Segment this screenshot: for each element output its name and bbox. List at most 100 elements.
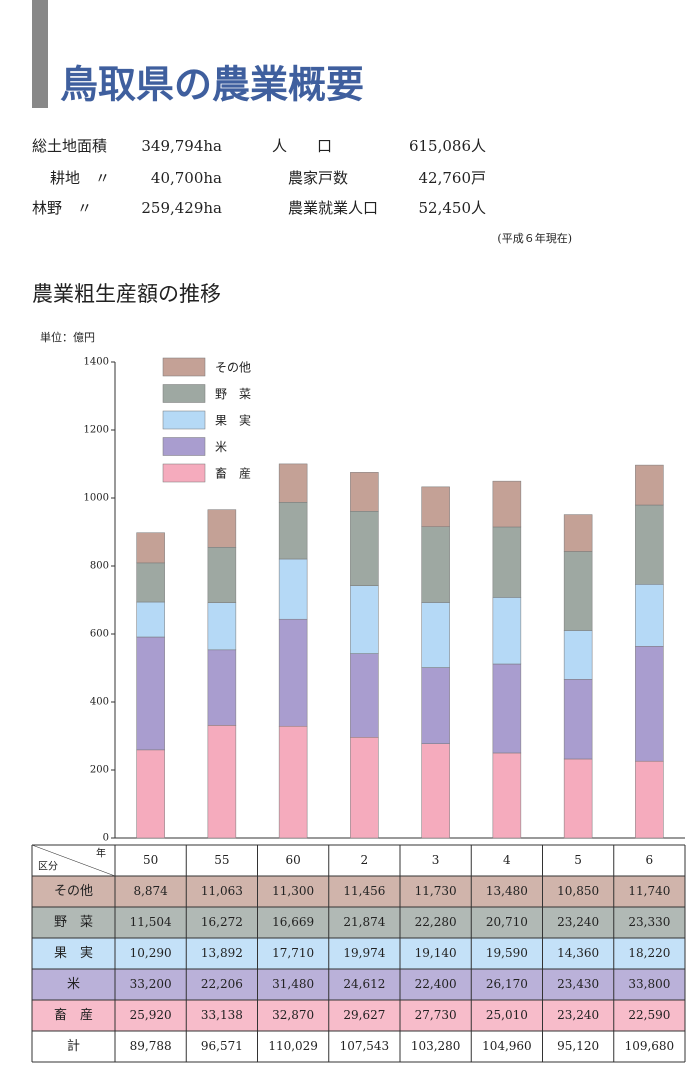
table-cell: 33,200 [130, 977, 172, 991]
title-bar-accent [32, 0, 48, 108]
table-total: 104,960 [482, 1039, 532, 1053]
table-total: 107,543 [340, 1039, 390, 1053]
bar-segment [278, 558, 308, 620]
y-tick-label: 400 [90, 697, 109, 708]
bar-segment [278, 463, 308, 503]
bar-segment [207, 602, 237, 651]
stat-value: 42,760戸 [419, 169, 487, 187]
bar-segment [207, 725, 237, 839]
table-row-label: その他 [54, 884, 93, 899]
table-total: 96,571 [201, 1039, 243, 1053]
table-cell: 11,740 [628, 884, 670, 898]
table-total: 95,120 [557, 1039, 599, 1053]
table-cell: 11,730 [415, 884, 457, 898]
table-cell: 24,612 [343, 977, 385, 991]
y-tick-label: 1200 [84, 425, 109, 436]
table-cell: 22,590 [628, 1008, 670, 1022]
legend-swatch [162, 357, 206, 377]
y-tick-label: 600 [90, 629, 109, 640]
table-category: 3 [432, 853, 440, 867]
table-cell: 31,480 [272, 977, 314, 991]
table-cell: 11,456 [343, 884, 385, 898]
bar-segment [350, 511, 379, 586]
table-row-bg [32, 876, 685, 907]
table-cell: 21,874 [343, 915, 385, 929]
table-total: 109,680 [625, 1039, 675, 1053]
table-cell: 18,220 [628, 946, 670, 960]
table-cell: 19,974 [343, 946, 385, 960]
bar-segment [350, 472, 379, 512]
bar-segment [492, 597, 522, 665]
legend-swatch [162, 463, 206, 483]
legend-label: 果 実 [215, 413, 251, 428]
table-category: 5 [574, 853, 582, 867]
legend-label: その他 [215, 361, 251, 375]
y-axis-label: 単位：億円 [40, 330, 95, 344]
bar-segment [136, 562, 165, 603]
table-row-label: 野 菜 [54, 915, 93, 930]
table-cell: 11,063 [201, 884, 243, 898]
page-title: 鳥取県の農業概要 [60, 63, 364, 107]
stat-label: 農家戸数 [288, 169, 348, 187]
bar-segment [350, 585, 379, 654]
bar-segment [635, 646, 664, 762]
table-cell: 16,669 [272, 915, 314, 929]
table-cell: 13,892 [201, 946, 243, 960]
table-total: 110,029 [268, 1039, 318, 1053]
bar-segment [350, 653, 379, 738]
y-tick-label: 0 [103, 833, 109, 844]
table-row-label: 米 [67, 977, 80, 992]
legend-swatch [162, 384, 206, 403]
table-category: 2 [361, 853, 369, 867]
bar-segment [635, 760, 664, 839]
legend-label: 米 [215, 440, 227, 454]
table-row-bg [32, 969, 685, 1000]
bar-segment [421, 667, 450, 744]
stat-value: 349,794ha [141, 137, 222, 155]
bar-segment [492, 663, 522, 754]
table-cell: 11,504 [130, 915, 172, 929]
bar-segment [635, 464, 664, 506]
table-cell: 19,140 [415, 946, 457, 960]
bar-segment [207, 547, 237, 603]
table-cell: 8,874 [133, 884, 168, 898]
legend-label: 野 菜 [215, 387, 251, 401]
bar-segment [136, 532, 165, 564]
bar-segment [563, 514, 593, 552]
y-tick-label: 800 [90, 561, 109, 572]
table-cell: 10,290 [130, 946, 172, 960]
section-title: 農業粗生産額の推移 [32, 282, 221, 306]
table-cell: 25,920 [130, 1008, 172, 1022]
legend-swatch [162, 437, 206, 456]
table-category: 50 [143, 853, 158, 867]
bar-segment [563, 679, 593, 760]
table-cell: 23,240 [557, 915, 599, 929]
bar-segment [421, 486, 450, 527]
bar-segment [421, 743, 450, 839]
table-cell: 22,400 [415, 977, 457, 991]
stat-value: 52,450人 [419, 199, 487, 217]
table-cell: 23,330 [628, 915, 670, 929]
table-cell: 20,710 [486, 915, 528, 929]
table-cell: 14,360 [557, 946, 599, 960]
table-category: 4 [503, 853, 511, 867]
table-cell: 19,590 [486, 946, 528, 960]
table-cell: 33,800 [628, 977, 670, 991]
bar-segment [492, 526, 522, 598]
y-tick-label: 200 [90, 765, 109, 776]
table-row-bg [32, 907, 685, 938]
bar-segment [635, 584, 664, 647]
table-cell: 33,138 [201, 1008, 243, 1022]
table-cell: 32,870 [272, 1008, 314, 1022]
table-row-label: 畜 産 [54, 1007, 93, 1023]
table-row-label: 果 実 [54, 945, 93, 961]
table-cell: 25,010 [486, 1008, 528, 1022]
table-cell: 13,480 [486, 884, 528, 898]
bar-segment [492, 752, 522, 839]
y-tick-label: 1400 [84, 357, 109, 368]
table-cell: 29,627 [343, 1008, 385, 1022]
table-total: 103,280 [411, 1039, 461, 1053]
bar-segment [421, 602, 450, 668]
table-category: 6 [646, 853, 654, 867]
table-row-label: 計 [67, 1038, 80, 1054]
